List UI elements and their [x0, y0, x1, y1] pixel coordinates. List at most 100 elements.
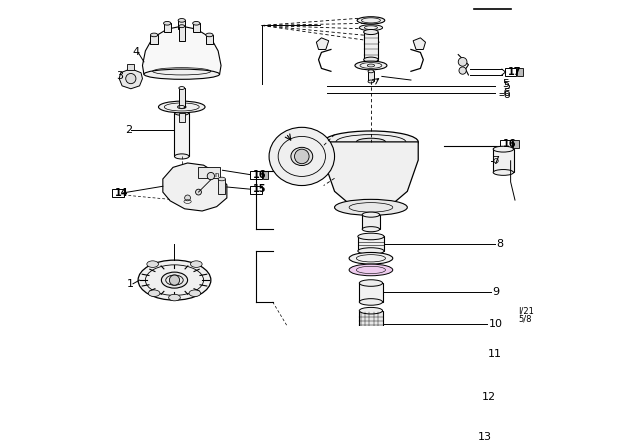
Bar [361, 347, 381, 362]
Ellipse shape [218, 177, 225, 181]
Text: I/21: I/21 [518, 307, 534, 316]
Text: 3: 3 [116, 71, 124, 81]
Polygon shape [143, 26, 221, 74]
Text: 8: 8 [496, 239, 503, 249]
Bar [404, 429, 415, 433]
Text: 16: 16 [503, 139, 517, 149]
Circle shape [459, 67, 467, 74]
Ellipse shape [175, 110, 189, 115]
Circle shape [458, 57, 467, 66]
Ellipse shape [362, 212, 380, 217]
Bar [349, 389, 393, 422]
Ellipse shape [161, 272, 188, 288]
Bar [193, 23, 200, 32]
Bar [505, 69, 516, 77]
Ellipse shape [352, 384, 390, 394]
Ellipse shape [147, 261, 159, 267]
Ellipse shape [359, 307, 383, 314]
Ellipse shape [335, 199, 407, 215]
Text: 10: 10 [489, 319, 503, 329]
Bar [493, 149, 513, 172]
Ellipse shape [349, 253, 393, 264]
Bar [359, 310, 383, 337]
Bar [112, 189, 124, 197]
Text: 2: 2 [125, 125, 132, 134]
Bar [358, 237, 384, 251]
Bar [127, 64, 134, 70]
Text: n: n [214, 172, 219, 177]
Text: 15: 15 [253, 184, 267, 194]
Ellipse shape [355, 61, 387, 70]
Ellipse shape [361, 344, 381, 350]
Ellipse shape [159, 101, 205, 113]
Ellipse shape [189, 290, 201, 297]
Ellipse shape [191, 261, 202, 267]
Circle shape [369, 352, 373, 357]
Text: 14: 14 [115, 188, 128, 198]
Bar [500, 140, 512, 148]
Text: 7: 7 [492, 156, 500, 166]
Bar [179, 88, 185, 107]
Text: –6: –6 [499, 88, 511, 98]
Ellipse shape [150, 33, 157, 37]
Bar [250, 171, 262, 179]
Ellipse shape [364, 57, 378, 62]
Ellipse shape [359, 280, 383, 286]
Text: 9: 9 [492, 288, 500, 297]
Ellipse shape [291, 147, 313, 165]
Ellipse shape [324, 131, 418, 153]
Ellipse shape [361, 359, 381, 365]
Text: 5: 5 [502, 79, 509, 90]
Ellipse shape [169, 294, 180, 301]
Bar [407, 429, 412, 444]
Bar [198, 168, 220, 177]
Bar [218, 179, 225, 194]
Ellipse shape [356, 138, 385, 146]
Ellipse shape [358, 248, 384, 254]
Ellipse shape [357, 17, 385, 24]
Circle shape [294, 149, 309, 164]
Ellipse shape [359, 334, 383, 340]
Bar [150, 35, 157, 43]
Polygon shape [324, 142, 418, 207]
Bar [179, 113, 185, 121]
Bar [362, 215, 380, 229]
Ellipse shape [193, 22, 200, 25]
Polygon shape [316, 38, 329, 49]
Bar [250, 185, 262, 194]
Bar [206, 35, 213, 43]
Text: 1: 1 [127, 279, 134, 289]
Ellipse shape [367, 64, 374, 67]
Text: –6: –6 [499, 90, 511, 99]
Ellipse shape [175, 154, 189, 159]
Bar [364, 32, 378, 60]
Ellipse shape [358, 233, 384, 240]
Ellipse shape [359, 299, 383, 305]
Ellipse shape [269, 127, 335, 185]
Ellipse shape [164, 22, 171, 25]
Bar [179, 26, 185, 41]
Ellipse shape [493, 169, 513, 175]
Bar [175, 113, 189, 156]
Text: 12: 12 [481, 392, 495, 401]
Polygon shape [119, 70, 143, 89]
Ellipse shape [364, 30, 378, 34]
Text: 11: 11 [487, 349, 501, 359]
Ellipse shape [368, 80, 374, 83]
Ellipse shape [354, 370, 388, 379]
Bar [262, 171, 268, 179]
Ellipse shape [352, 417, 390, 427]
Circle shape [207, 172, 214, 180]
Circle shape [185, 195, 191, 201]
Circle shape [125, 73, 136, 84]
Bar [517, 69, 523, 77]
Ellipse shape [359, 25, 383, 30]
Ellipse shape [349, 264, 393, 276]
Bar [359, 283, 383, 302]
Polygon shape [413, 38, 426, 49]
Text: 5/8: 5/8 [518, 314, 531, 323]
Ellipse shape [144, 69, 220, 79]
Ellipse shape [179, 86, 185, 90]
Ellipse shape [493, 146, 513, 152]
Ellipse shape [368, 70, 374, 73]
